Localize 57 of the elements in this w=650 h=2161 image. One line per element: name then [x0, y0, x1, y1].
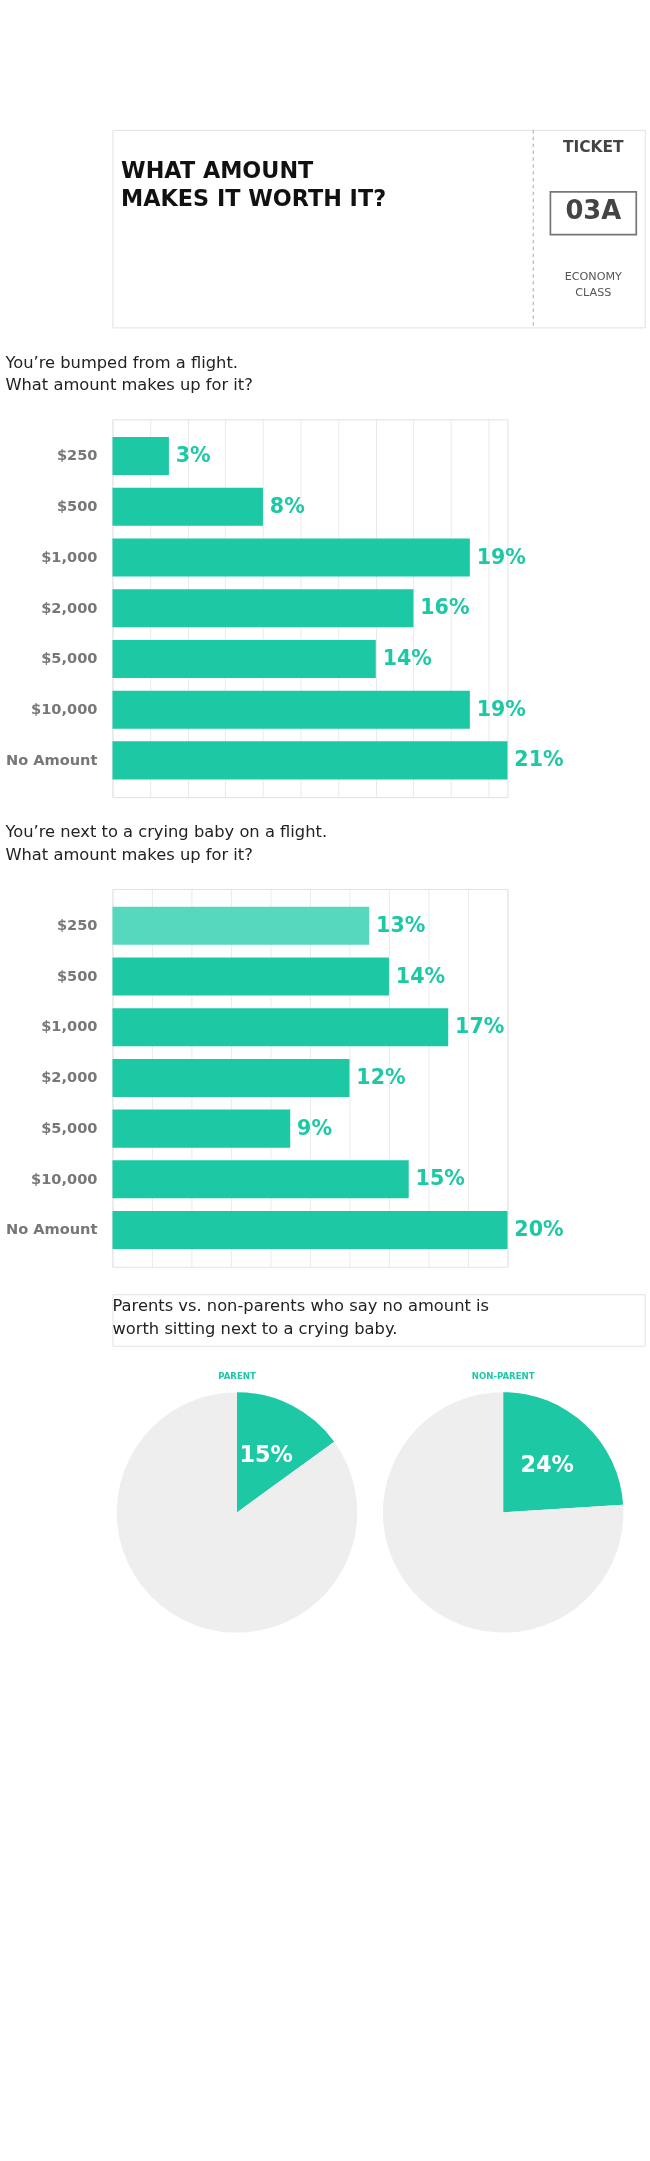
y-tick-label: $500	[56, 497, 98, 515]
pie-slice	[116, 1392, 358, 1633]
y-tick-label: $10,000	[31, 699, 98, 717]
data-label: 8%	[269, 493, 305, 518]
bar	[112, 589, 414, 628]
pie-slice	[382, 1392, 624, 1633]
text: TICKET	[563, 138, 625, 157]
data-label: 15%	[239, 1440, 293, 1467]
bar	[112, 957, 389, 996]
pie-slice	[236, 1392, 335, 1513]
bar	[112, 1109, 291, 1148]
y-tick-label: No Amount	[5, 1220, 98, 1238]
text: 03A	[565, 195, 622, 226]
bar	[112, 1160, 409, 1199]
bar	[112, 437, 169, 476]
data-label: 16%	[420, 595, 470, 620]
pie-slice	[503, 1392, 624, 1513]
bar	[112, 741, 508, 780]
data-label: 24%	[520, 1451, 574, 1478]
data-label: 19%	[476, 544, 527, 569]
bar	[112, 639, 376, 678]
bar	[112, 1211, 508, 1250]
chart-title: NON-PARENT	[471, 1371, 535, 1382]
y-tick-label: $10,000	[31, 1169, 98, 1187]
y-tick-label: $5,000	[41, 1118, 98, 1136]
data-label: 13%	[376, 912, 426, 937]
bar	[112, 1058, 350, 1097]
data-label: 9%	[297, 1115, 333, 1140]
data-label: 14%	[395, 963, 446, 988]
text: ECONOMY CLASS	[564, 270, 623, 299]
data-label: 19%	[476, 696, 527, 721]
text: Parents vs. non-parents who say no amount is worth sitting next to a crying baby.	[112, 1296, 490, 1338]
data-label: 20%	[514, 1217, 564, 1242]
bar	[112, 690, 470, 729]
bar	[112, 906, 370, 945]
y-tick-label: $1,000	[41, 1017, 98, 1035]
text: WHAT AMOUNT MAKES IT WORTH IT?	[121, 157, 387, 211]
data-label: 15%	[415, 1166, 465, 1191]
chart-title: You’re next to a crying baby on a flight. What amount makes up for it?	[4, 822, 328, 864]
y-tick-label: $500	[56, 966, 98, 984]
y-tick-label: $2,000	[41, 598, 98, 616]
bar	[112, 1008, 449, 1047]
chart-title: PARENT	[218, 1371, 256, 1382]
y-tick-label: $5,000	[41, 649, 98, 667]
data-label: 12%	[356, 1064, 406, 1089]
y-tick-label: $250	[56, 446, 98, 464]
bar	[112, 538, 470, 577]
y-tick-label: $250	[56, 916, 98, 934]
data-label: 3%	[175, 443, 211, 468]
y-tick-label: No Amount	[5, 750, 98, 768]
chart-title: You’re bumped from a flight. What amount makes up for it?	[4, 352, 253, 395]
data-label: 17%	[455, 1014, 505, 1039]
y-tick-label: $2,000	[41, 1068, 98, 1086]
data-label: 21%	[514, 747, 564, 772]
data-label: 14%	[382, 645, 432, 670]
bar	[112, 487, 263, 526]
y-tick-label: $1,000	[41, 547, 98, 565]
